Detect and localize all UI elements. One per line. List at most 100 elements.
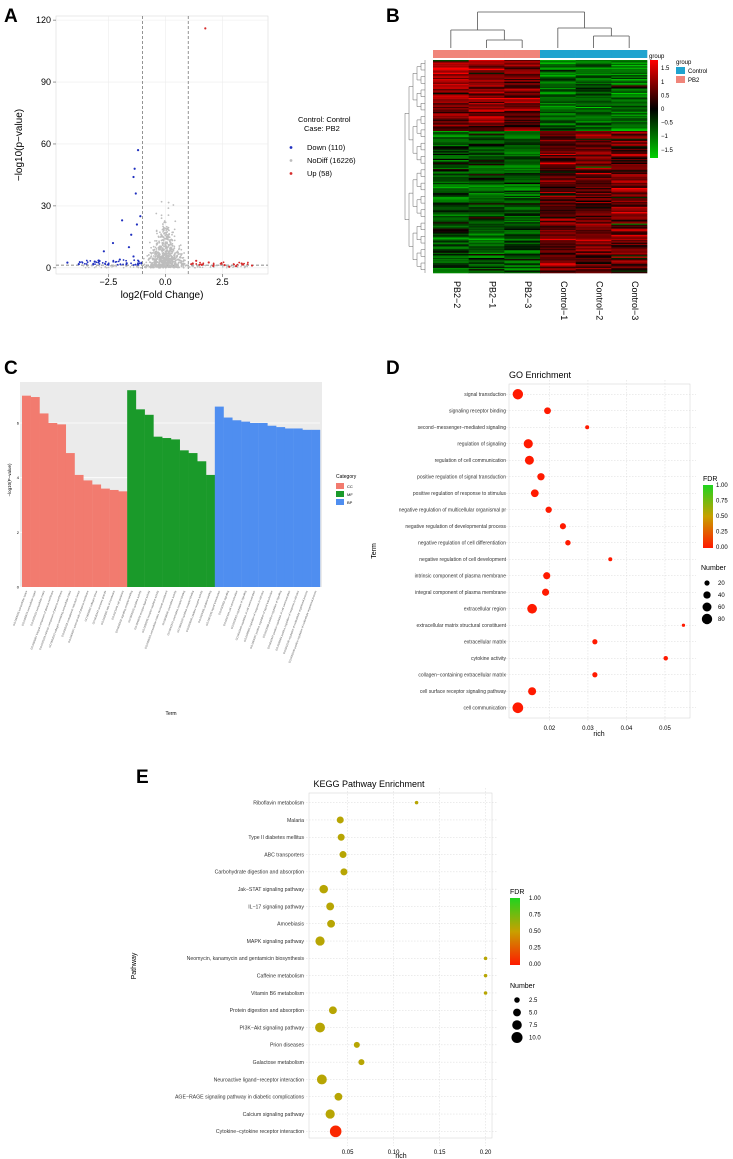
- heatmap-cell: [468, 160, 505, 162]
- heatmap-cell: [540, 270, 576, 273]
- kegg-dot-fdr-tick-label: 0.75: [529, 913, 541, 919]
- heatmap-cell: [575, 195, 612, 198]
- heatmap-cell: [504, 199, 541, 202]
- volcano-nodiff-point: [196, 266, 199, 268]
- volcano-up-point: [241, 263, 244, 266]
- heatmap-colorbar-tick-label: −1.5: [661, 148, 674, 154]
- heatmap-cell: [504, 77, 541, 80]
- heatmap-cell: [468, 182, 505, 185]
- heatmap-cell: [540, 229, 576, 232]
- go-dot-plot: GO Enrichment signal transductionsignali…: [371, 370, 728, 738]
- kegg-dot-fdr-tick-label: 1.00: [529, 896, 541, 902]
- volcano-nodiff-point: [201, 266, 204, 269]
- heatmap-cell: [504, 161, 541, 163]
- kegg-dot-term-label: Galactose metabolism: [253, 1060, 304, 1066]
- heatmap-cell: [433, 118, 469, 120]
- go-bar: [153, 436, 163, 587]
- heatmap-cell: [468, 111, 505, 114]
- volcano-legend-marker: [289, 146, 293, 149]
- volcano-down-point: [136, 262, 139, 265]
- heatmap-cell: [468, 229, 505, 232]
- volcano-up-point: [220, 263, 223, 265]
- heatmap-cell: [611, 96, 648, 99]
- heatmap-cell: [611, 142, 648, 144]
- heatmap-cell: [433, 150, 469, 152]
- heatmap-cell: [540, 176, 576, 179]
- heatmap-cell: [433, 106, 469, 109]
- heatmap-cell: [468, 205, 505, 208]
- heatmap-cell: [611, 87, 648, 90]
- heatmap-cell: [433, 186, 469, 189]
- heatmap-cell: [433, 122, 469, 124]
- heatmap-cell: [540, 174, 576, 176]
- heatmap-cell: [611, 77, 648, 80]
- heatmap-cell: [611, 134, 648, 137]
- heatmap-cell: [504, 218, 541, 221]
- volcano-nodiff-point: [175, 264, 178, 267]
- panel-label-c: C: [4, 358, 18, 379]
- heatmap-cell: [540, 62, 576, 65]
- heatmap-cell: [504, 134, 541, 137]
- go-bar: [302, 429, 312, 587]
- heatmap-cell: [468, 252, 505, 255]
- kegg-dot-point: [483, 991, 488, 995]
- heatmap-cell: [540, 148, 576, 151]
- kegg-dot-point: [358, 1059, 365, 1066]
- go-dot-point: [681, 623, 686, 627]
- volcano-nodiff-point: [240, 265, 242, 268]
- heatmap-cell: [540, 198, 576, 200]
- heatmap-cell: [575, 227, 612, 229]
- heatmap-cell: [575, 63, 612, 66]
- heatmap-cell: [575, 94, 612, 96]
- go-dot-y-label: Term: [371, 543, 378, 559]
- heatmap-cell: [468, 132, 505, 134]
- heatmap-cell: [468, 98, 505, 100]
- go-bar: [197, 461, 207, 587]
- heatmap-cell: [611, 139, 648, 142]
- heatmap-cell: [540, 160, 576, 162]
- volcano-down-point: [122, 263, 124, 266]
- volcano-nodiff-point: [162, 257, 165, 260]
- heatmap-cell: [433, 161, 469, 163]
- heatmap-cell: [611, 125, 648, 128]
- heatmap-cell: [611, 71, 648, 73]
- heatmap-cell: [468, 139, 505, 142]
- heatmap-cell: [433, 156, 469, 158]
- heatmap-cell: [433, 109, 469, 112]
- heatmap-cell: [540, 122, 576, 124]
- heatmap-cell: [575, 108, 612, 110]
- heatmap-cell: [540, 208, 576, 210]
- heatmap-cell: [433, 195, 469, 198]
- heatmap-cell: [575, 117, 612, 119]
- heatmap-cell: [504, 166, 541, 169]
- heatmap-cell: [468, 256, 505, 259]
- heatmap-cell: [611, 131, 648, 133]
- heatmap-cell: [433, 65, 469, 67]
- go-bar: [22, 395, 31, 587]
- go-dot-title: GO Enrichment: [509, 370, 572, 380]
- heatmap-cell: [468, 223, 505, 226]
- heatmap-cell: [575, 150, 612, 152]
- heatmap-cell: [433, 237, 469, 240]
- volcano-nodiff-point: [174, 263, 177, 266]
- heatmap-cell: [540, 255, 576, 257]
- heatmap-cell: [575, 204, 612, 207]
- heatmap-cell: [575, 120, 612, 123]
- volcano-nodiff-point: [160, 233, 162, 236]
- volcano-up-point: [219, 262, 222, 265]
- volcano-down-point: [136, 149, 140, 152]
- heatmap-cell: [540, 117, 576, 119]
- heatmap-cell: [575, 143, 612, 146]
- heatmap-cell: [433, 240, 469, 242]
- heatmap-cell: [504, 260, 541, 262]
- volcano-nodiff-point: [158, 241, 161, 244]
- heatmap-cell: [433, 163, 469, 166]
- heatmap-cell: [575, 172, 612, 175]
- heatmap-cell: [468, 127, 505, 129]
- heatmap-cell: [504, 200, 541, 203]
- heatmap-cell: [540, 114, 576, 117]
- heatmap-cell: [433, 219, 469, 222]
- heatmap-cell: [540, 73, 576, 76]
- kegg-dot-size-legend-marker: [511, 1031, 523, 1044]
- heatmap-row-dendrogram-segment: [420, 156, 425, 164]
